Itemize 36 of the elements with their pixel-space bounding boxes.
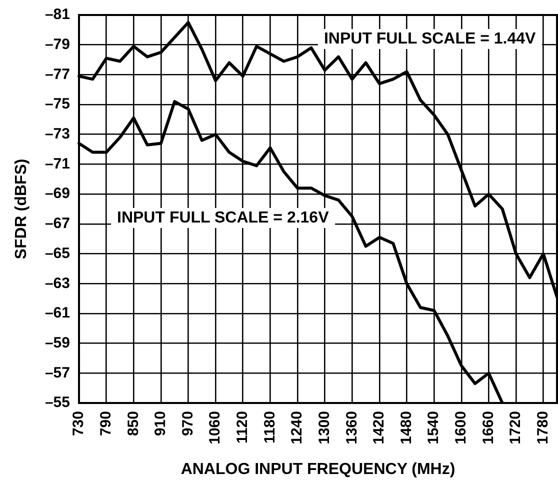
y-tick-label: –75 — [44, 96, 70, 113]
y-tick-label: –67 — [44, 215, 70, 232]
y-tick-label: –61 — [44, 304, 70, 322]
y-tick-label: –77 — [44, 66, 70, 83]
y-tick-label: –69 — [44, 185, 70, 202]
y-tick-label: –59 — [44, 334, 70, 352]
y-tick-label: –55 — [44, 394, 70, 412]
y-tick-label: –73 — [44, 126, 70, 143]
x-tick-label: 1360 — [343, 411, 360, 444]
x-tick-label: 1780 — [534, 411, 552, 444]
x-axis-title: ANALOG INPUT FREQUENCY (MHz) — [180, 460, 456, 478]
x-tick-label: 970 — [179, 411, 196, 436]
x-tick-label: 1240 — [288, 411, 306, 444]
y-tick-label: –65 — [44, 244, 70, 262]
x-tick-label: 1300 — [316, 411, 333, 444]
x-tick-label: 730 — [70, 411, 88, 436]
x-tick-label: 850 — [124, 411, 142, 436]
x-tick-label: 1540 — [425, 411, 442, 444]
y-tick-label: –79 — [44, 36, 70, 53]
x-tick-label: 910 — [152, 411, 170, 436]
x-tick-label: 1120 — [234, 411, 252, 444]
y-tick-label: –63 — [44, 274, 70, 292]
x-tick-label: 1660 — [480, 411, 497, 444]
x-tick-label: 1180 — [261, 411, 278, 444]
series-label: INPUT FULL SCALE = 2.16V — [117, 209, 330, 226]
x-tick-label: 790 — [97, 411, 114, 436]
y-tick-label: –81 — [44, 6, 70, 24]
y-axis-title: SFDR (dBFS) — [13, 158, 30, 260]
x-tick-label: 1720 — [507, 411, 524, 444]
x-tick-label: 1480 — [398, 411, 415, 444]
y-tick-label: –57 — [44, 364, 70, 382]
x-tick-label: 1420 — [370, 411, 388, 444]
series-label: INPUT FULL SCALE = 1.44V — [324, 30, 536, 48]
y-tick-label: –71 — [44, 155, 70, 172]
x-tick-label: 1060 — [206, 411, 224, 444]
x-tick-label: 1600 — [452, 411, 470, 444]
